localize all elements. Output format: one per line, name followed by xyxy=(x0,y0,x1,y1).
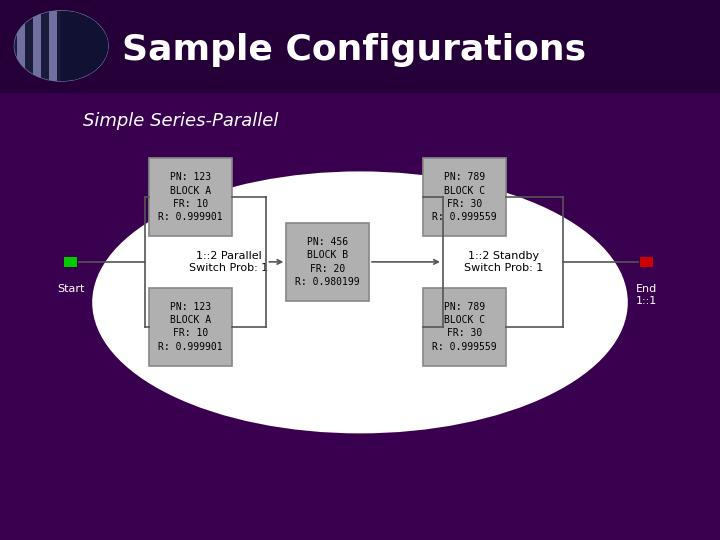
Bar xyxy=(423,158,505,237)
Bar xyxy=(9,11,17,81)
Text: 1::2 Parallel
Switch Prob: 1: 1::2 Parallel Switch Prob: 1 xyxy=(189,251,269,273)
Bar xyxy=(121,11,129,81)
Bar xyxy=(64,257,77,267)
Bar xyxy=(423,287,505,366)
Text: Start: Start xyxy=(57,284,84,294)
Text: PN: 789
BLOCK C
FR: 30
R: 0.999559: PN: 789 BLOCK C FR: 30 R: 0.999559 xyxy=(432,302,497,352)
Bar xyxy=(89,11,97,81)
Text: Simple Series-Parallel: Simple Series-Parallel xyxy=(83,112,278,131)
Text: PN: 123
BLOCK A
FR: 10
R: 0.999901: PN: 123 BLOCK A FR: 10 R: 0.999901 xyxy=(158,172,223,222)
Bar xyxy=(0,0,720,92)
Wedge shape xyxy=(61,11,108,81)
Bar xyxy=(105,11,113,81)
Bar xyxy=(73,11,81,81)
Bar xyxy=(150,287,232,366)
Circle shape xyxy=(14,11,108,81)
Text: Sample Configurations: Sample Configurations xyxy=(122,33,587,66)
Bar xyxy=(150,158,232,237)
Bar xyxy=(57,11,66,81)
Text: PN: 456
BLOCK B
FR: 20
R: 0.980199: PN: 456 BLOCK B FR: 20 R: 0.980199 xyxy=(295,237,360,287)
Bar xyxy=(0,11,1,81)
Bar xyxy=(25,11,33,81)
Ellipse shape xyxy=(94,173,626,432)
Text: PN: 123
BLOCK A
FR: 10
R: 0.999901: PN: 123 BLOCK A FR: 10 R: 0.999901 xyxy=(158,302,223,352)
Text: PN: 789
BLOCK C
FR: 30
R: 0.999559: PN: 789 BLOCK C FR: 30 R: 0.999559 xyxy=(432,172,497,222)
Bar xyxy=(287,222,369,301)
Text: End
1::1: End 1::1 xyxy=(636,284,657,306)
Bar xyxy=(41,11,49,81)
Bar xyxy=(137,11,145,81)
Text: 1::2 Standby
Switch Prob: 1: 1::2 Standby Switch Prob: 1 xyxy=(464,251,544,273)
Bar xyxy=(640,257,653,267)
